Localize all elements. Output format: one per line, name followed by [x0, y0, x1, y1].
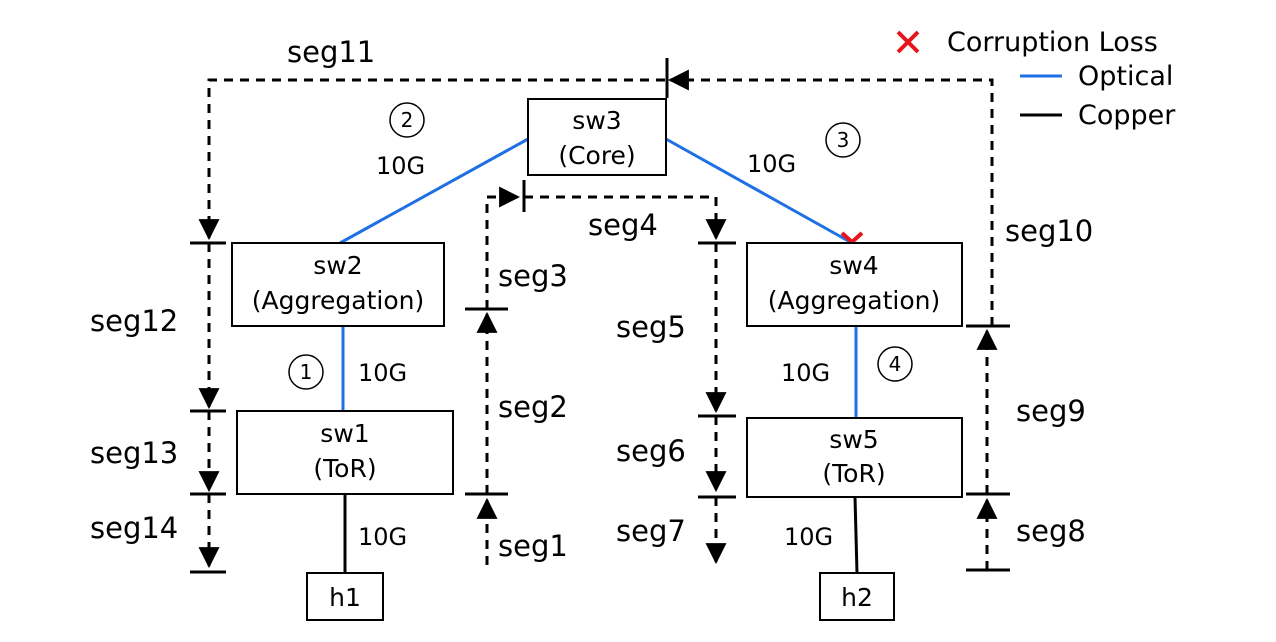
link-number-circle [877, 346, 913, 382]
seg11-path [198, 78, 665, 241]
seg-label: seg10 [1005, 214, 1093, 248]
host-name: h2 [841, 583, 873, 612]
link-sw3-sw2 [339, 137, 529, 245]
links [339, 137, 859, 574]
seg4-path [524, 195, 727, 241]
link-speed: 10G [784, 523, 833, 551]
seg-label: seg5 [616, 310, 686, 344]
seg-label: seg3 [498, 259, 568, 293]
path-segments [198, 69, 998, 570]
link-sw5-h2 [853, 496, 859, 574]
seg3-path [485, 186, 521, 309]
switch-name: sw5 [829, 425, 878, 454]
seg-label: seg7 [616, 514, 686, 548]
seg-label: seg6 [616, 434, 686, 468]
switch-sw4: sw4 (Aggregation) [746, 242, 963, 327]
link-speed: 10G [376, 152, 425, 180]
link-speed: 10G [358, 523, 407, 551]
legend-corruption-loss: Corruption Loss [947, 27, 1158, 58]
switch-role: (ToR) [822, 459, 885, 488]
switch-role: (Aggregation) [252, 286, 425, 315]
seg-label: seg12 [90, 304, 178, 338]
host-name: h1 [329, 583, 361, 612]
corruption-loss-icon [896, 30, 920, 54]
seg-label: seg4 [588, 208, 658, 242]
legend-optical: Optical [1078, 61, 1173, 92]
switch-name: sw1 [320, 419, 369, 448]
host-h1: h1 [306, 572, 384, 621]
seg-label: seg11 [287, 35, 375, 69]
seg-label: seg2 [498, 390, 568, 424]
link-number: 4 [889, 352, 902, 376]
seg-label: seg1 [498, 529, 568, 563]
link-number-circle [288, 354, 324, 390]
switch-name: sw2 [313, 251, 362, 280]
switch-sw5: sw5 (ToR) [746, 417, 963, 498]
link-speed: 10G [781, 359, 830, 387]
link-speed: 10G [358, 359, 407, 387]
switch-name: sw4 [829, 251, 878, 280]
switch-role: (Aggregation) [768, 286, 941, 315]
link-number: 1 [300, 360, 313, 384]
link-sw3-sw4 [665, 137, 853, 245]
link-speed: 10G [747, 150, 796, 178]
legend: Corruption Loss Optical Copper [896, 27, 1176, 131]
switch-name: sw3 [572, 106, 621, 135]
switch-sw3: sw3 (Core) [527, 98, 667, 176]
segment-labels: seg1 seg2 seg3 seg4 seg5 seg6 seg7 seg8 … [90, 35, 1093, 563]
switch-role: (ToR) [313, 454, 376, 483]
seg-label: seg9 [1016, 394, 1086, 428]
switch-sw1: sw1 (ToR) [236, 410, 454, 495]
seg-label: seg14 [90, 511, 178, 545]
switch-role: (Core) [558, 141, 635, 170]
seg10-path [667, 69, 994, 326]
host-h2: h2 [819, 572, 895, 621]
link-number: 3 [837, 128, 850, 152]
seg-label: seg13 [90, 436, 178, 470]
link-number-circle [825, 122, 861, 158]
link-number-circle [389, 102, 425, 138]
seg-label: seg8 [1016, 514, 1086, 548]
switch-sw2: sw2 (Aggregation) [231, 242, 445, 327]
link-labels: 1 2 3 4 10G 10G 10G 10G 10G 10G [288, 102, 913, 551]
legend-copper: Copper [1078, 100, 1176, 131]
segment-ticks [190, 58, 1010, 574]
link-number: 2 [401, 108, 414, 132]
